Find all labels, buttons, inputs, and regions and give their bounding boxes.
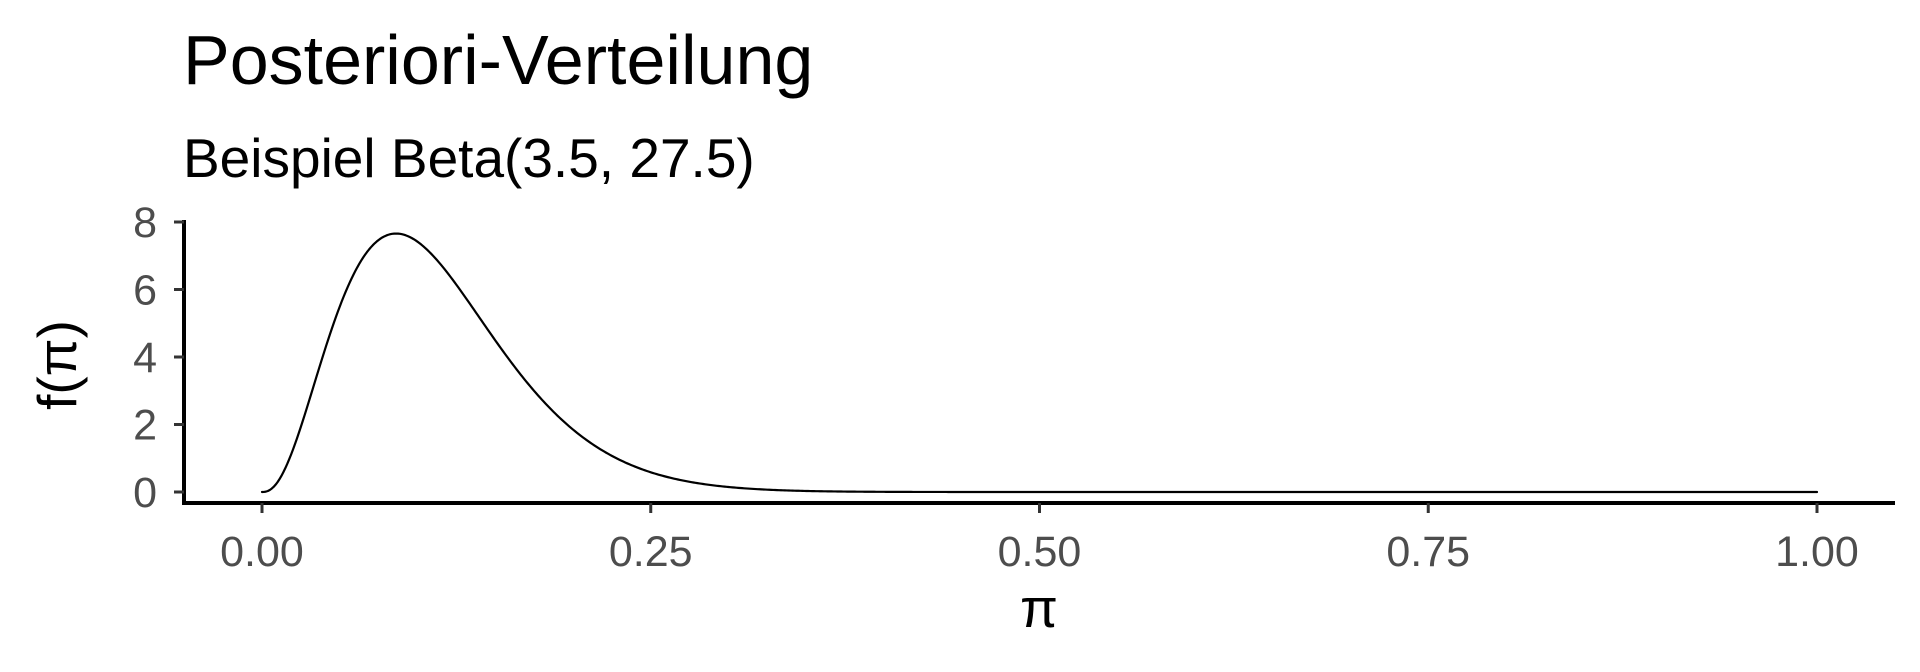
x-tick-label: 0.00 — [220, 528, 304, 576]
chart-title: Posteriori-Verteilung — [183, 21, 813, 99]
x-axis-title: π — [1020, 577, 1058, 639]
y-tick-label: 4 — [133, 334, 157, 382]
chart-subtitle: Beispiel Beta(3.5, 27.5) — [183, 127, 755, 189]
x-tick-label: 0.50 — [998, 528, 1082, 576]
density-curve — [260, 232, 1819, 494]
x-tick-label: 1.00 — [1775, 528, 1859, 576]
y-axis-title: f(π) — [26, 320, 88, 410]
x-axis-ticks: 0.00 0.25 0.50 0.75 1.00 — [220, 503, 1859, 576]
y-tick-label: 0 — [133, 469, 157, 517]
y-tick-label: 8 — [133, 199, 157, 247]
y-tick-label: 2 — [133, 402, 157, 450]
y-tick-label: 6 — [133, 267, 157, 315]
x-tick-label: 0.25 — [609, 528, 693, 576]
x-tick-label: 0.75 — [1386, 528, 1470, 576]
plot-area — [260, 232, 1819, 494]
y-axis-ticks: 0 2 4 6 8 — [133, 199, 184, 517]
